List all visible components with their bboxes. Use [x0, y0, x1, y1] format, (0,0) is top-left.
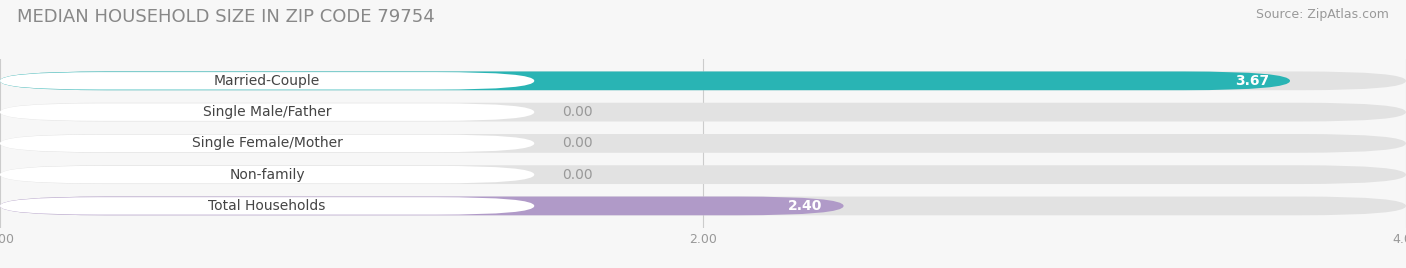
Text: 0.00: 0.00 — [562, 136, 593, 150]
Text: 3.67: 3.67 — [1234, 74, 1268, 88]
FancyBboxPatch shape — [0, 166, 534, 183]
FancyBboxPatch shape — [0, 197, 534, 215]
Text: Married-Couple: Married-Couple — [214, 74, 321, 88]
FancyBboxPatch shape — [0, 72, 1406, 90]
FancyBboxPatch shape — [0, 196, 844, 215]
FancyBboxPatch shape — [0, 103, 534, 121]
Text: 2.40: 2.40 — [789, 199, 823, 213]
Text: 0.00: 0.00 — [562, 168, 593, 182]
FancyBboxPatch shape — [0, 72, 534, 90]
Text: Non-family: Non-family — [229, 168, 305, 182]
FancyBboxPatch shape — [0, 165, 1406, 184]
Text: Single Female/Mother: Single Female/Mother — [191, 136, 343, 150]
Text: MEDIAN HOUSEHOLD SIZE IN ZIP CODE 79754: MEDIAN HOUSEHOLD SIZE IN ZIP CODE 79754 — [17, 8, 434, 26]
FancyBboxPatch shape — [0, 196, 1406, 215]
Text: Source: ZipAtlas.com: Source: ZipAtlas.com — [1256, 8, 1389, 21]
FancyBboxPatch shape — [0, 135, 534, 152]
Text: 0.00: 0.00 — [562, 105, 593, 119]
Text: Total Households: Total Households — [208, 199, 326, 213]
Text: Single Male/Father: Single Male/Father — [202, 105, 332, 119]
FancyBboxPatch shape — [0, 134, 1406, 153]
FancyBboxPatch shape — [0, 72, 1291, 90]
FancyBboxPatch shape — [0, 103, 1406, 121]
